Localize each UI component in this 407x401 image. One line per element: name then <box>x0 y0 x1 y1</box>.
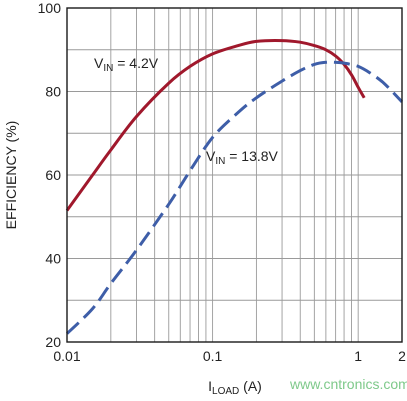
x-axis-title: ILOAD (A) <box>208 378 262 397</box>
series-label-main: V <box>94 55 104 71</box>
series-label-rest: = 4.2V <box>113 55 158 71</box>
y-tick-label: 60 <box>45 167 61 183</box>
series-line-1 <box>65 60 404 335</box>
x-tick-label: 0.1 <box>203 348 223 364</box>
tick-labels: 20 40 60 80 100 0.01 0.1 1 2 <box>38 0 406 364</box>
series-layer <box>65 39 404 335</box>
y-axis-title: EFFICIENCY (%) <box>3 121 19 230</box>
x-tick-label: 2 <box>398 348 406 364</box>
y-tick-label: 80 <box>45 84 61 100</box>
y-tick-label: 20 <box>45 334 61 350</box>
series-label-1: VIN = 13.8V <box>206 148 279 167</box>
series-label-main: V <box>206 148 216 164</box>
grid <box>67 8 402 342</box>
series-label-sub: IN <box>215 156 225 167</box>
series-label-rest: = 13.8V <box>225 148 278 164</box>
x-axis-title-main: I <box>208 378 212 394</box>
series-label-0: VIN = 4.2V <box>94 55 159 74</box>
plot-frame <box>66 7 403 343</box>
watermark-text: www.cntronics.com <box>289 376 407 392</box>
x-axis-title-rest: (A) <box>239 378 262 394</box>
y-tick-label: 100 <box>38 0 62 16</box>
series-label-sub: IN <box>103 63 113 74</box>
x-tick-label: 0.01 <box>53 348 80 364</box>
series-line-0 <box>65 39 366 212</box>
x-tick-label: 1 <box>354 348 362 364</box>
x-axis-title-sub: LOAD <box>212 386 239 397</box>
y-tick-label: 40 <box>45 251 61 267</box>
